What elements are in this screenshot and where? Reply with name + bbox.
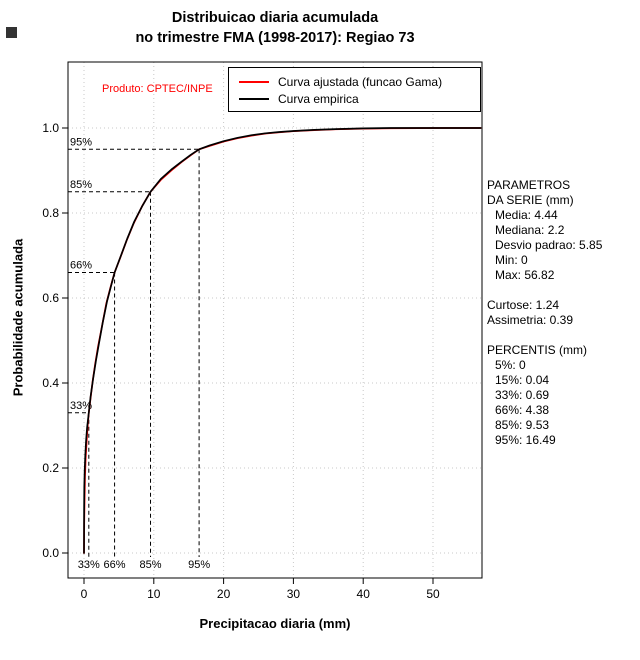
x-tick-label: 40	[357, 587, 371, 601]
spacer	[487, 283, 637, 298]
x-axis-label: Precipitacao diaria (mm)	[199, 616, 351, 631]
statistics-panel: PARAMETROS DA SERIE (mm) Media: 4.44 Med…	[487, 178, 637, 448]
y-tick-label: 0.8	[42, 206, 59, 220]
legend-item-empirical: Curva empirica	[239, 90, 480, 107]
empirical-curve	[83, 127, 482, 554]
y-tick-label: 1.0	[42, 121, 59, 135]
params-heading-line1: PARAMETROS	[487, 178, 571, 192]
legend-label-fitted: Curva ajustada (funcao Gama)	[278, 74, 443, 89]
x-tick-label: 50	[426, 587, 440, 601]
percentile-label-left: 95%	[70, 136, 92, 148]
percentis-heading: PERCENTIS (mm)	[487, 343, 587, 357]
y-tick-label: 0.2	[42, 461, 59, 475]
produto-annotation: Produto: CPTEC/INPE	[102, 83, 213, 95]
stat-max: Max: 56.82	[495, 268, 555, 282]
plot-border	[67, 61, 483, 579]
x-tick-label: 10	[147, 587, 161, 601]
chart-title-line2: no trimestre FMA (1998-2017): Regiao 73	[135, 30, 415, 46]
stat-media: Media: 4.44	[495, 208, 558, 222]
percentile-label-bottom: 66%	[104, 559, 126, 571]
chart-title: Distribuicao diaria acumulada no trimest…	[0, 8, 550, 48]
percentile-85: 85%: 9.53	[495, 418, 550, 432]
y-tick-label: 0.0	[42, 546, 59, 560]
percentile-5: 5%: 0	[495, 358, 526, 372]
y-tick-label: 0.6	[42, 291, 59, 305]
spacer	[487, 328, 637, 343]
fitted-gamma-curve	[83, 127, 482, 554]
percentile-15: 15%: 0.04	[495, 373, 550, 387]
params-heading-line2: DA SERIE (mm)	[487, 193, 574, 207]
x-tick-label: 0	[81, 587, 88, 601]
stat-assimetria: Assimetria: 0.39	[487, 313, 574, 327]
percentile-label-left: 33%	[70, 400, 92, 412]
corner-marker-icon	[6, 27, 17, 38]
percentile-66: 66%: 4.38	[495, 403, 550, 417]
percentile-33: 33%: 0.69	[495, 388, 550, 402]
percentile-label-bottom: 33%	[78, 559, 100, 571]
percentile-label-left: 85%	[70, 179, 92, 191]
stat-mediana: Mediana: 2.2	[495, 223, 565, 237]
x-tick-label: 20	[217, 587, 231, 601]
legend: Curva ajustada (funcao Gama) Curva empir…	[228, 67, 481, 112]
y-tick-label: 0.4	[42, 376, 59, 390]
y-axis-label: Probabilidade acumulada	[10, 238, 26, 397]
stat-min: Min: 0	[495, 253, 528, 267]
percentile-label-left: 66%	[70, 260, 92, 272]
percentile-95: 95%: 16.49	[495, 433, 556, 447]
percentile-label-bottom: 95%	[188, 559, 210, 571]
legend-item-fitted: Curva ajustada (funcao Gama)	[239, 73, 480, 90]
fitted-curve-line-icon	[239, 80, 269, 83]
stat-curtose: Curtose: 1.24	[487, 298, 560, 312]
empirical-curve-line-icon	[239, 97, 269, 100]
x-tick-label: 30	[287, 587, 301, 601]
percentile-label-bottom: 85%	[140, 559, 162, 571]
stat-desvio-padrao: Desvio padrao: 5.85	[495, 238, 603, 252]
chart-title-line1: Distribuicao diaria acumulada	[171, 10, 379, 26]
legend-label-empirical: Curva empirica	[278, 91, 359, 106]
